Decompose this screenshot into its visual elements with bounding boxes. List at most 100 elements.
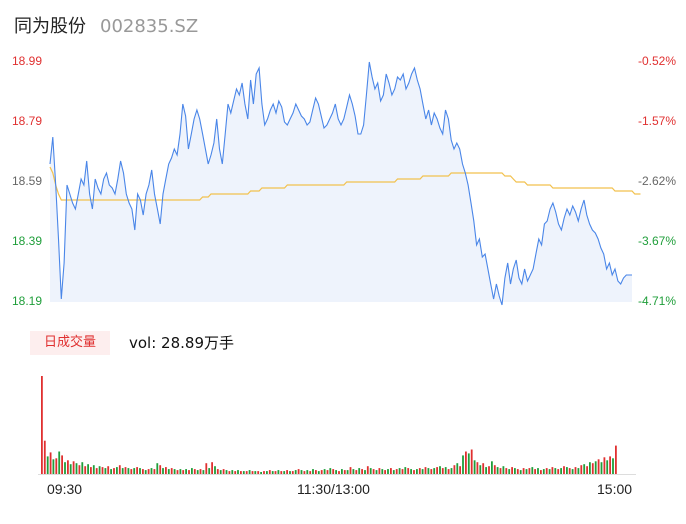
- volume-bar: [58, 451, 61, 474]
- volume-bar: [222, 469, 225, 474]
- volume-bar: [439, 466, 441, 474]
- volume-bar: [447, 469, 450, 474]
- volume-bar: [591, 463, 594, 474]
- stock-code: 002835.SZ: [100, 16, 199, 37]
- volume-bar: [242, 471, 245, 474]
- volume-bar: [234, 471, 237, 474]
- volume-bar: [416, 469, 418, 474]
- volume-bar: [505, 468, 508, 474]
- volume-bar: [266, 471, 268, 474]
- volume-bar: [392, 470, 395, 474]
- volume-bar: [511, 467, 513, 474]
- volume-bar: [326, 470, 329, 474]
- volume-bar: [545, 468, 548, 474]
- volume-bar: [499, 468, 502, 474]
- volume-bar: [332, 469, 335, 474]
- volume-bar: [110, 469, 112, 474]
- y-tick-left: 18.59: [12, 174, 43, 188]
- y-tick-left: 18.79: [12, 114, 43, 128]
- price-area: [50, 62, 632, 305]
- volume-bar: [64, 462, 66, 474]
- volume-bar: [341, 469, 343, 474]
- volume-bar: [78, 465, 81, 474]
- volume-bar: [554, 468, 557, 474]
- volume-bar: [274, 471, 277, 474]
- volume-bar: [375, 470, 378, 474]
- volume-bar: [430, 469, 433, 474]
- volume-bar: [127, 468, 130, 474]
- volume-bar: [283, 471, 286, 474]
- volume-bar: [586, 466, 588, 474]
- volume-bar: [349, 467, 352, 474]
- volume-bar: [508, 469, 511, 474]
- volume-bar: [491, 461, 493, 474]
- volume-bar: [144, 470, 147, 474]
- volume-bar: [358, 468, 361, 474]
- volume-bar: [531, 467, 534, 474]
- volume-bar: [522, 468, 525, 474]
- volume-bar: [205, 463, 208, 474]
- volume-bar: [381, 469, 384, 474]
- volume-bar: [113, 468, 115, 474]
- volume-bar: [142, 469, 144, 474]
- volume-bar: [133, 468, 136, 474]
- volume-bar: [251, 471, 254, 474]
- volume-bar: [424, 467, 427, 474]
- volume-bar: [436, 467, 438, 474]
- volume-bar: [263, 471, 265, 474]
- volume-bar: [81, 462, 84, 474]
- volume-bar: [493, 465, 496, 474]
- volume-bar: [257, 471, 260, 474]
- volume-bar: [43, 440, 46, 474]
- volume-bar: [502, 466, 505, 474]
- volume-bar: [130, 469, 133, 474]
- volume-bar: [395, 469, 398, 474]
- volume-bar: [165, 467, 167, 474]
- volume-bar: [462, 455, 464, 474]
- volume-bar: [594, 461, 597, 474]
- volume-bar: [260, 472, 262, 474]
- volume-bar: [294, 470, 297, 474]
- x-tick: 15:00: [597, 481, 633, 497]
- volume-bar: [61, 455, 63, 474]
- volume-bar: [139, 468, 141, 474]
- volume-bar: [323, 469, 326, 474]
- volume-bar: [418, 468, 421, 474]
- volume-bar: [433, 468, 436, 474]
- volume-bar: [185, 469, 187, 474]
- volume-bar: [551, 467, 554, 474]
- volume-bar: [52, 459, 55, 474]
- volume-bar: [450, 468, 453, 474]
- volume-bar: [571, 469, 574, 474]
- volume-bar: [254, 471, 257, 474]
- volume-bar: [519, 470, 522, 474]
- volume-bar: [580, 465, 583, 474]
- volume-bar: [291, 471, 294, 474]
- volume-bar: [355, 470, 358, 474]
- volume-bar: [352, 469, 355, 474]
- volume-bar: [156, 463, 159, 474]
- volume-bar: [427, 468, 430, 474]
- volume-bar: [101, 467, 104, 474]
- volume-tag[interactable]: 日成交量: [30, 331, 110, 355]
- y-tick-right: -3.67%: [637, 234, 676, 248]
- volume-bar: [372, 469, 375, 474]
- volume-bar: [516, 469, 519, 474]
- volume-bar: [453, 465, 456, 474]
- volume-bar: [560, 468, 562, 474]
- volume-bar: [465, 451, 467, 474]
- y-tick-right: -1.57%: [637, 114, 676, 128]
- volume-bar: [159, 465, 162, 474]
- volume-bar: [476, 462, 479, 474]
- volume-bar: [41, 376, 43, 474]
- volume-bar: [542, 469, 545, 474]
- volume-bar: [387, 469, 389, 474]
- x-tick: 11:30/13:00: [297, 481, 370, 497]
- volume-bar: [277, 470, 280, 474]
- volume-bar: [488, 466, 490, 474]
- volume-bar: [104, 468, 107, 474]
- volume-bar: [459, 466, 461, 474]
- volume-bar: [237, 470, 239, 474]
- volume-bar: [413, 470, 415, 474]
